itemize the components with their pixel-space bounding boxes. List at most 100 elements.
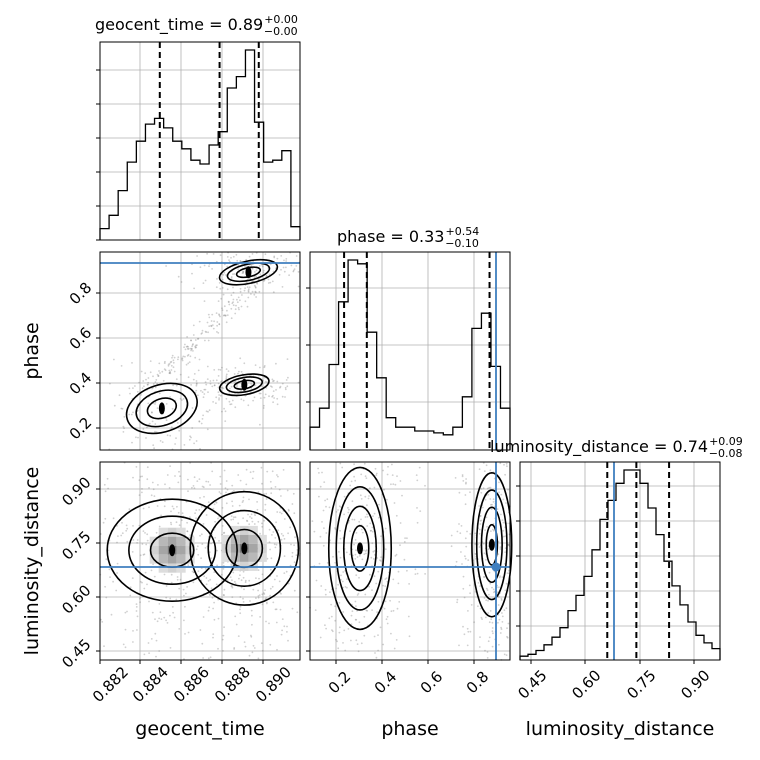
sample-point bbox=[371, 530, 374, 533]
sample-point bbox=[124, 611, 127, 614]
sample-point bbox=[364, 475, 367, 478]
sample-point bbox=[219, 492, 222, 495]
sample-point bbox=[234, 308, 237, 311]
sample-point bbox=[143, 553, 146, 556]
xticks-phase: 0.2 0.4 0.6 0.8 bbox=[325, 660, 492, 697]
sample-point bbox=[208, 409, 211, 412]
sample-point bbox=[347, 506, 349, 509]
density-cell bbox=[158, 536, 168, 546]
sample-point bbox=[104, 585, 106, 588]
sample-point bbox=[273, 379, 275, 382]
sample-point bbox=[508, 543, 510, 546]
sample-point bbox=[225, 368, 228, 370]
sample-point bbox=[237, 306, 240, 309]
sample-point bbox=[209, 594, 211, 596]
sample-point bbox=[485, 516, 488, 519]
sample-point bbox=[234, 312, 237, 315]
sample-point bbox=[276, 380, 279, 383]
sample-point bbox=[223, 469, 226, 472]
sample-point bbox=[360, 642, 363, 645]
sample-point bbox=[286, 385, 289, 388]
sample-point bbox=[493, 591, 495, 594]
sample-point bbox=[247, 288, 250, 291]
sample-point bbox=[484, 649, 486, 652]
sample-point bbox=[158, 392, 161, 395]
panel-luminosity-distance-hist: 0.45 0.60 0.75 0.90 luminosity_distance … bbox=[490, 435, 743, 740]
sample-point bbox=[347, 521, 350, 524]
sample-point bbox=[215, 312, 218, 314]
sample-point bbox=[169, 372, 172, 375]
sample-point bbox=[202, 414, 205, 417]
sample-point bbox=[146, 478, 149, 481]
sample-point bbox=[166, 434, 169, 437]
sample-point bbox=[241, 272, 244, 274]
sample-point bbox=[150, 494, 153, 497]
axes-frame-geocent-time-hist bbox=[99, 41, 301, 241]
sample-point bbox=[116, 572, 118, 574]
sample-point bbox=[497, 621, 499, 624]
sample-point bbox=[456, 601, 458, 604]
sample-point bbox=[416, 507, 418, 509]
sample-point bbox=[198, 478, 201, 480]
sample-point bbox=[489, 469, 492, 472]
sample-point bbox=[178, 628, 181, 630]
sample-point bbox=[221, 309, 224, 311]
sample-point bbox=[481, 618, 483, 620]
sample-point bbox=[346, 586, 348, 589]
sample-point bbox=[216, 331, 218, 333]
sample-point bbox=[343, 495, 346, 498]
sample-point bbox=[280, 633, 283, 636]
sample-point bbox=[136, 390, 139, 393]
sample-point bbox=[505, 582, 508, 585]
sample-point bbox=[139, 580, 142, 583]
sample-point bbox=[202, 396, 205, 399]
sample-point bbox=[211, 268, 214, 270]
sample-point bbox=[479, 515, 482, 517]
sample-point bbox=[208, 265, 210, 268]
sample-point bbox=[461, 475, 464, 478]
sample-point bbox=[280, 255, 283, 257]
sample-point bbox=[186, 530, 189, 533]
sample-point bbox=[170, 369, 173, 371]
sample-point bbox=[466, 644, 469, 647]
sample-point bbox=[287, 508, 290, 511]
sample-point bbox=[492, 588, 495, 591]
sample-point bbox=[138, 524, 141, 527]
sample-point bbox=[477, 582, 480, 584]
yticks-phase-vs-ld bbox=[306, 488, 310, 652]
sample-point bbox=[211, 597, 214, 599]
sample-point bbox=[198, 420, 201, 422]
sample-point bbox=[462, 587, 465, 590]
sample-point bbox=[239, 596, 242, 598]
sample-point bbox=[283, 538, 286, 540]
sample-point bbox=[231, 399, 234, 402]
sample-point bbox=[237, 372, 239, 375]
sample-point bbox=[460, 525, 463, 527]
sample-point bbox=[395, 639, 398, 641]
xtick-label-gt-0.890: 0.890 bbox=[252, 663, 295, 706]
sample-point bbox=[325, 627, 327, 630]
sample-point bbox=[403, 558, 406, 561]
sample-point bbox=[202, 486, 205, 489]
sample-point bbox=[167, 364, 170, 367]
sample-point bbox=[158, 525, 161, 528]
sample-point bbox=[502, 521, 505, 524]
sample-point bbox=[365, 477, 368, 479]
sample-point bbox=[139, 601, 142, 604]
sample-point bbox=[214, 520, 217, 523]
sample-point bbox=[173, 356, 176, 359]
sample-point bbox=[204, 339, 206, 342]
sample-point bbox=[342, 571, 345, 573]
sample-point bbox=[270, 487, 273, 489]
sample-point bbox=[376, 611, 378, 613]
quantile-lines-phase bbox=[343, 252, 491, 450]
sample-point bbox=[380, 535, 382, 538]
sample-point bbox=[157, 374, 160, 377]
sample-point bbox=[265, 498, 268, 500]
sample-point bbox=[112, 517, 115, 520]
sample-point bbox=[164, 500, 166, 503]
sample-point bbox=[375, 582, 378, 585]
sample-point bbox=[216, 278, 218, 280]
sample-point bbox=[269, 281, 272, 284]
density-cell bbox=[230, 543, 240, 553]
